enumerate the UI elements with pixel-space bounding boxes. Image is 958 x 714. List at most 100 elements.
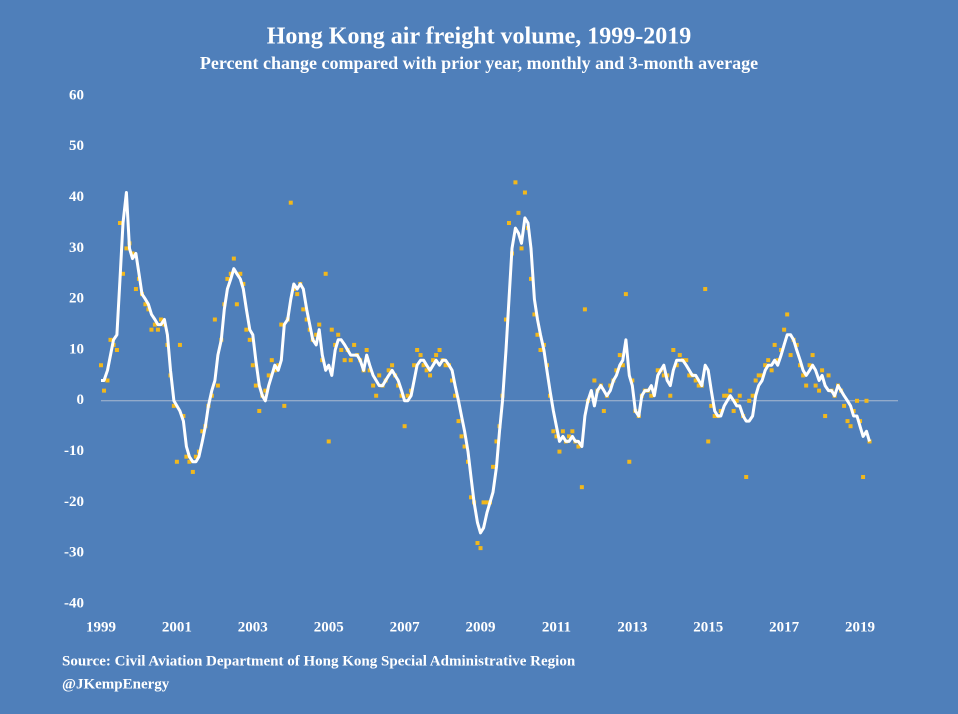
data-point — [231, 256, 236, 261]
data-point — [200, 429, 205, 434]
data-point — [801, 373, 806, 378]
data-point — [478, 546, 483, 551]
x-tick-label: 2019 — [845, 619, 875, 635]
data-point — [253, 383, 258, 388]
y-tick-label: 30 — [69, 240, 84, 256]
average-line — [101, 191, 871, 535]
data-point — [627, 459, 632, 464]
data-point — [124, 246, 129, 251]
x-tick-label: 2009 — [466, 619, 496, 635]
y-tick-label: 60 — [69, 87, 84, 103]
data-point — [813, 383, 818, 388]
data-point — [418, 353, 423, 358]
data-point — [143, 302, 148, 307]
x-tick-label: 2003 — [238, 619, 268, 635]
data-point — [722, 393, 727, 398]
data-point — [570, 429, 575, 434]
data-point — [737, 393, 742, 398]
data-point — [279, 322, 284, 327]
data-point — [238, 271, 243, 276]
data-point — [820, 368, 825, 373]
data-point — [861, 475, 866, 479]
data-point — [753, 378, 758, 383]
data-point — [453, 393, 458, 398]
y-tick-label: 0 — [77, 392, 85, 408]
data-point — [529, 276, 534, 281]
data-point — [288, 200, 293, 205]
data-point — [557, 449, 562, 454]
data-point — [402, 424, 407, 429]
data-point — [434, 353, 439, 358]
data-point — [329, 327, 334, 332]
data-point — [244, 327, 249, 332]
data-point — [579, 485, 584, 490]
data-point — [864, 398, 869, 403]
data-point — [121, 271, 126, 276]
data-point — [450, 378, 455, 383]
data-point — [108, 337, 113, 342]
data-point — [184, 454, 189, 459]
data-point — [804, 383, 809, 388]
data-point — [693, 378, 698, 383]
data-point — [317, 322, 322, 327]
data-point — [551, 429, 556, 434]
data-point — [257, 408, 262, 413]
x-tick-label: 2007 — [390, 619, 421, 635]
data-point — [105, 378, 110, 383]
data-point — [772, 342, 777, 347]
y-tick-label: 40 — [69, 189, 84, 205]
data-point — [342, 358, 347, 363]
data-point — [782, 327, 787, 332]
data-point — [744, 475, 749, 479]
data-point — [336, 332, 341, 337]
data-point — [304, 317, 309, 322]
data-point — [149, 327, 154, 332]
data-point — [601, 408, 606, 413]
data-point — [481, 500, 486, 505]
data-point — [826, 373, 831, 378]
data-point — [788, 353, 793, 358]
data-point — [225, 276, 230, 281]
data-point — [102, 388, 107, 393]
data-point — [848, 424, 853, 429]
data-point — [282, 403, 287, 408]
data-point — [462, 444, 467, 449]
data-point — [133, 287, 138, 292]
data-point — [535, 332, 540, 337]
chart-title: Hong Kong air freight volume, 1999-2019 — [267, 24, 691, 50]
data-point — [155, 327, 160, 332]
data-point — [703, 287, 708, 292]
data-point — [671, 348, 676, 352]
data-point — [750, 393, 755, 398]
data-point — [576, 444, 581, 449]
data-point — [817, 388, 822, 393]
source: Source: Civil Aviation Department of Hon… — [62, 653, 576, 669]
x-tick-label: 1999 — [86, 619, 116, 635]
data-point — [684, 358, 689, 363]
data-point — [475, 541, 480, 546]
data-point — [459, 434, 464, 439]
data-point — [421, 363, 426, 368]
data-point — [842, 403, 847, 408]
data-point — [734, 398, 739, 403]
data-point — [456, 419, 461, 424]
data-point — [867, 439, 872, 444]
data-point — [469, 495, 474, 500]
data-point — [522, 190, 527, 195]
data-point — [687, 373, 692, 378]
data-point — [250, 363, 255, 368]
data-point — [99, 363, 103, 368]
data-point — [371, 383, 376, 388]
data-point — [769, 368, 774, 373]
data-point — [677, 353, 682, 358]
data-point — [269, 358, 274, 363]
data-point — [326, 439, 331, 444]
data-point — [396, 383, 401, 388]
data-point — [158, 317, 163, 322]
data-point — [506, 221, 511, 225]
data-point — [623, 292, 628, 297]
data-point — [386, 368, 391, 373]
data-point — [763, 363, 768, 368]
data-point — [212, 317, 217, 322]
